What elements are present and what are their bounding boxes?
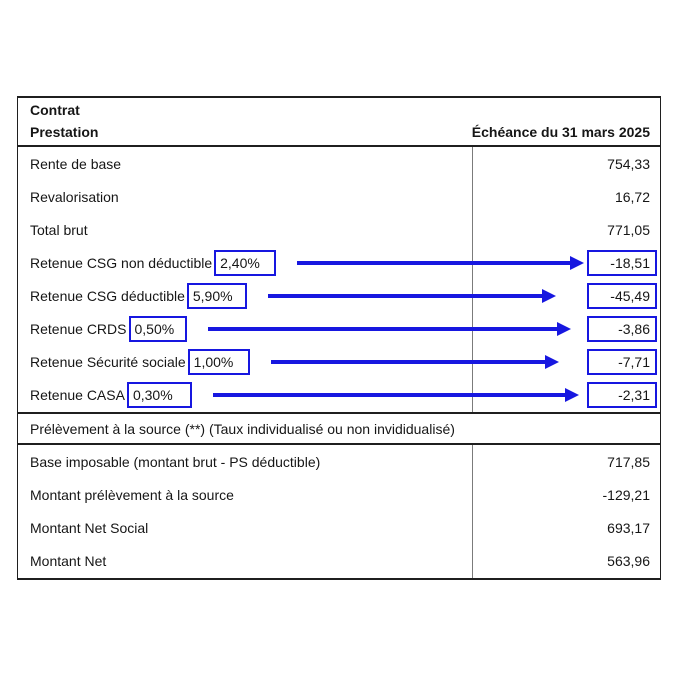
arrow-head [545, 355, 559, 370]
row-label: Revalorisation [30, 188, 119, 205]
row-value: -45,49 [610, 288, 650, 305]
gross-and-deductions-section: Rente de base 754,33 Revalorisation 16,7… [18, 147, 660, 414]
table-row: Montant Net Social 693,17 [18, 512, 660, 545]
row-label: Montant Net [30, 553, 107, 570]
row-value: 16,72 [614, 188, 650, 205]
payment-statement-table: Contrat Prestation Échéance du 31 mars 2… [17, 96, 661, 580]
value-annotation-box: -7,71 [587, 349, 657, 376]
rate-annotation-box: 1,00% [187, 349, 250, 376]
rate-annotation-box: 5,90% [186, 283, 247, 310]
rate-value: 2,40% [220, 254, 260, 271]
row-value: 754,33 [607, 155, 650, 172]
rate-annotation-box: 0,30% [126, 382, 192, 409]
table-row: Retenue Sécurité sociale 1,00% -7,71 [18, 346, 660, 379]
row-label: Retenue CSG non déductible [30, 254, 213, 271]
arrow-head [542, 289, 556, 304]
section-band-label: Prélèvement à la source (**) (Taux indiv… [30, 420, 455, 437]
value-annotation-box: -2,31 [587, 382, 657, 409]
row-value: 771,05 [607, 221, 650, 238]
row-label: Total brut [30, 221, 88, 238]
arrow-shaft [297, 260, 570, 265]
header-date-column-label: Échéance du 31 mars 2025 [471, 124, 650, 140]
arrow-shaft [267, 294, 542, 299]
rate-annotation-box: 0,50% [128, 316, 187, 343]
table-row: Retenue CRDS 0,50% -3,86 [18, 313, 660, 346]
withholding-tax-section-band: Prélèvement à la source (**) (Taux indiv… [18, 414, 660, 445]
header-prestation-label: Prestation [30, 124, 99, 140]
value-annotation-box: -3,86 [587, 316, 657, 343]
rate-value: 0,50% [134, 321, 175, 338]
arrow-head [570, 255, 584, 270]
table-row: Rente de base 754,33 [18, 147, 660, 180]
arrow-head [565, 388, 579, 403]
table-row: Total brut 771,05 [18, 213, 660, 246]
arrow-shaft [207, 327, 557, 332]
row-label: Base imposable (montant brut - PS déduct… [30, 453, 321, 470]
value-annotation-box: -18,51 [587, 249, 657, 276]
row-value: -7,71 [618, 354, 650, 371]
net-amounts-section: Base imposable (montant brut - PS déduct… [18, 445, 660, 578]
rate-annotation-box: 2,40% [214, 249, 277, 276]
row-value: -18,51 [610, 254, 650, 271]
arrow-shaft [212, 393, 565, 398]
row-label: Retenue Sécurité sociale [30, 354, 186, 371]
arrow-right-icon [212, 388, 579, 403]
arrow-head [557, 322, 571, 337]
row-label: Montant Net Social [30, 520, 149, 537]
row-value: -129,21 [602, 486, 650, 503]
table-row: Revalorisation 16,72 [18, 180, 660, 213]
rate-value: 5,90% [192, 288, 233, 305]
table-row: Retenue CASA 0,30% -2,31 [18, 379, 660, 412]
rate-value: 0,30% [132, 387, 173, 404]
row-label: Retenue CASA [30, 387, 125, 404]
arrow-right-icon [270, 355, 559, 370]
table-row: Montant prélèvement à la source -129,21 [18, 478, 660, 511]
table-row: Retenue CSG non déductible 2,40% -18,51 [18, 246, 660, 279]
rate-value: 1,00% [193, 354, 234, 371]
table-header: Contrat Prestation Échéance du 31 mars 2… [18, 98, 660, 147]
table-row: Retenue CSG déductible 5,90% -45,49 [18, 280, 660, 313]
header-title-block: Contrat Prestation [30, 102, 98, 140]
column-divider [472, 445, 473, 578]
row-label: Montant prélèvement à la source [30, 486, 234, 503]
row-label: Rente de base [30, 155, 122, 172]
arrow-shaft [270, 360, 545, 365]
column-divider [472, 147, 473, 412]
arrow-right-icon [267, 289, 556, 304]
row-value: -3,86 [618, 321, 650, 338]
table-row: Base imposable (montant brut - PS déduct… [18, 445, 660, 478]
row-value: -2,31 [618, 387, 650, 404]
row-label: Retenue CSG déductible [30, 288, 185, 305]
row-value: 693,17 [607, 520, 650, 537]
table-row: Montant Net 563,96 [18, 545, 660, 578]
value-annotation-box: -45,49 [587, 283, 657, 310]
arrow-right-icon [297, 255, 584, 270]
arrow-right-icon [207, 322, 571, 337]
header-contrat-label: Contrat [30, 102, 80, 118]
row-label: Retenue CRDS [30, 321, 127, 338]
row-value: 563,96 [607, 553, 650, 570]
row-value: 717,85 [607, 453, 650, 470]
